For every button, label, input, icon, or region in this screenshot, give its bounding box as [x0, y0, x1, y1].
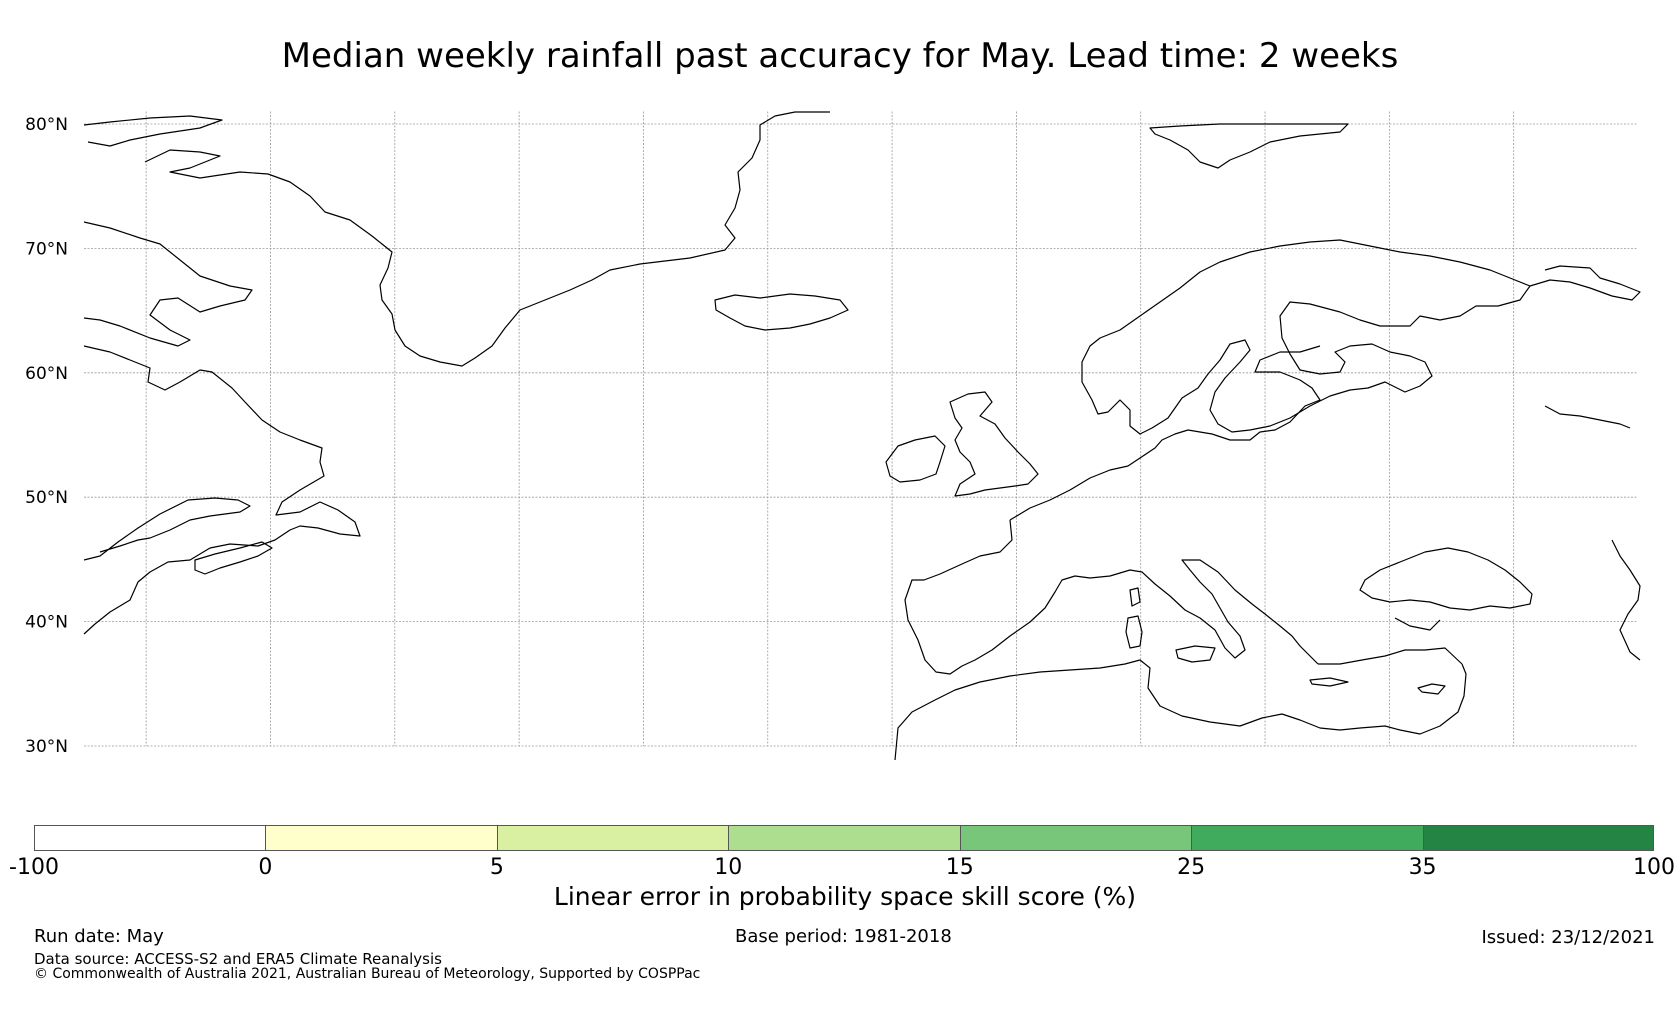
- coastline-greenland-north: [83, 115, 223, 147]
- coastline-cyprus: [1417, 683, 1446, 695]
- colorbar-segment: [728, 825, 960, 851]
- graticule: [84, 111, 1638, 747]
- coastline-corsica: [1129, 587, 1141, 607]
- issued-date: Issued: 23/12/2021: [1481, 927, 1655, 948]
- coastline-great-britain: [949, 391, 1039, 497]
- coastline-crete: [1309, 677, 1349, 687]
- coastline-black-sea: [1359, 547, 1533, 611]
- colorbar-label: Linear error in probability space skill …: [553, 882, 1137, 911]
- coastline-iceland: [714, 293, 849, 331]
- lat-label-50: 50°N: [25, 488, 68, 508]
- colorbar-segment: [34, 825, 266, 851]
- coastline-caspian-edge: [1611, 539, 1641, 661]
- colorbar-tick-label: 5: [489, 855, 504, 880]
- coastline-north-africa: [894, 659, 1467, 760]
- lat-label-60: 60°N: [25, 364, 68, 384]
- colorbar-tick-label: 100: [1633, 855, 1675, 880]
- copyright: © Commonwealth of Australia 2021, Austra…: [34, 966, 701, 982]
- coastline-turkey: [1318, 617, 1463, 665]
- colorbar-tick-label: 0: [258, 855, 273, 880]
- coastline-greenland: [144, 111, 830, 367]
- lat-label-70: 70°N: [25, 239, 68, 259]
- coastline-svalbard: [1149, 123, 1349, 169]
- lat-label-40: 40°N: [25, 613, 68, 633]
- coastline-europe-mainland: [1009, 345, 1321, 521]
- colorbar-tick-label: 25: [1177, 855, 1206, 880]
- colorbar-segment: [1422, 825, 1654, 851]
- coastline-nova-scotia: [194, 541, 273, 575]
- lat-label-80: 80°N: [25, 115, 68, 135]
- map-title: Median weekly rainfall past accuracy for…: [281, 36, 1399, 76]
- run-date: Run date: May: [34, 926, 164, 947]
- colorbar-tick-label: 15: [945, 855, 974, 880]
- coastline-ireland: [885, 435, 946, 483]
- latitude-labels: 80°N 70°N 60°N 50°N 40°N 30°N: [25, 115, 68, 757]
- colorbar-segment: [959, 825, 1192, 851]
- coastline-russia-north: [1529, 265, 1641, 429]
- coastline-sardinia: [1125, 615, 1143, 649]
- coastline-iberia-med: [904, 519, 1319, 675]
- coastline-gulf-stlawrence: [83, 497, 251, 561]
- coastline-baffin-1: [83, 221, 253, 347]
- base-period: Base period: 1981-2018: [735, 926, 952, 947]
- coastline-labrador: [83, 345, 361, 635]
- coastline-sicily: [1175, 645, 1216, 663]
- colorbar-segment: [496, 825, 729, 851]
- colorbar-segment: [1191, 825, 1423, 851]
- coastlines: [83, 111, 1641, 760]
- colorbar: [34, 825, 1654, 851]
- colorbar-segment: [265, 825, 497, 851]
- lat-label-30: 30°N: [25, 737, 68, 757]
- colorbar-tick-label: 35: [1408, 855, 1437, 880]
- data-source: Data source: ACCESS-S2 and ERA5 Climate …: [34, 950, 442, 968]
- map-panel: 80°N70°N60°N50°N40°N30°N 70°W60°W50°W40°…: [25, 111, 1641, 760]
- coastline-scandinavia: [1081, 239, 1531, 435]
- colorbar-tick-label: -100: [9, 855, 59, 880]
- colorbar-tick-label: 10: [714, 855, 743, 880]
